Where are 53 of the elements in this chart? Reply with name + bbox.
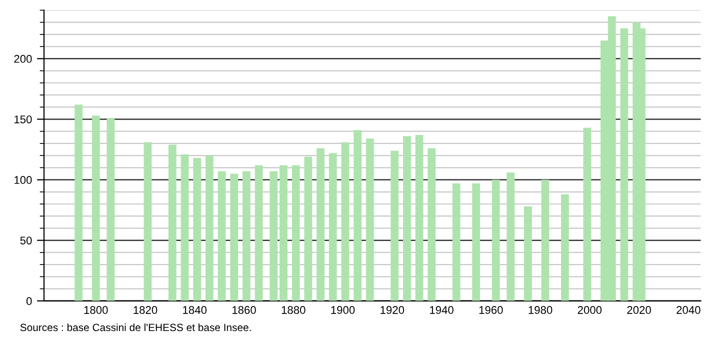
bar <box>403 136 411 301</box>
x-tick-label: 2020 <box>627 306 651 314</box>
bar <box>328 153 337 301</box>
bar <box>390 150 399 301</box>
bar <box>242 171 250 301</box>
y-tick-label: 200 <box>14 54 32 63</box>
bar <box>561 194 569 301</box>
x-tick-label: 2040 <box>676 306 700 314</box>
bar <box>316 148 324 301</box>
bar <box>415 134 424 301</box>
bar <box>168 144 176 301</box>
x-tick-label: 1920 <box>380 306 404 314</box>
bar <box>218 171 226 301</box>
bar <box>524 206 532 301</box>
bar <box>144 142 152 301</box>
bar <box>583 128 592 301</box>
bar <box>304 156 312 301</box>
bar <box>292 165 300 301</box>
bar <box>106 118 115 301</box>
y-tick-label: 0 <box>26 297 32 306</box>
x-tick-label: 1960 <box>479 306 503 314</box>
bar <box>205 156 214 301</box>
bar <box>428 148 436 301</box>
bar <box>452 183 460 301</box>
bar <box>180 154 189 301</box>
x-tick-label: 1940 <box>430 306 454 314</box>
bar <box>366 138 374 301</box>
bar <box>541 180 550 301</box>
x-tick-label: 1840 <box>183 306 207 314</box>
bar <box>341 142 350 301</box>
x-tick-label: 1900 <box>331 306 355 314</box>
x-tick-label: 1980 <box>528 306 552 314</box>
bar <box>506 172 515 301</box>
bar <box>270 171 278 301</box>
bar <box>492 180 500 301</box>
bar <box>92 116 100 301</box>
x-tick-label: 1860 <box>232 306 256 314</box>
bar <box>230 174 238 301</box>
y-tick-label: 50 <box>20 236 32 244</box>
bar <box>472 183 480 301</box>
source-note: Sources : base Cassini de l'EHESS et base Insee. <box>20 323 251 332</box>
bar <box>254 165 263 301</box>
bar <box>280 165 288 301</box>
x-tick-label: 1820 <box>134 306 158 314</box>
bar <box>74 104 83 301</box>
x-tick-label: 2000 <box>578 306 602 314</box>
x-tick-label: 1800 <box>84 306 108 314</box>
bar <box>620 28 628 301</box>
y-tick-label: 150 <box>14 115 32 124</box>
bar <box>354 130 362 301</box>
y-tick-label: 100 <box>14 176 32 184</box>
x-tick-label: 1880 <box>282 306 306 314</box>
bar <box>193 158 202 301</box>
